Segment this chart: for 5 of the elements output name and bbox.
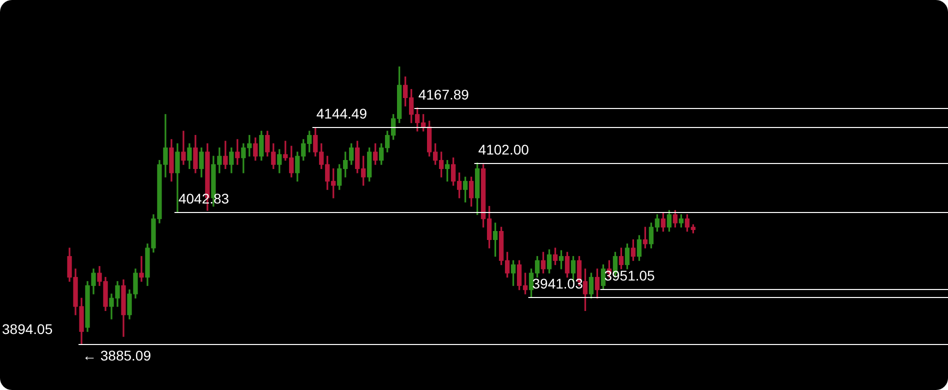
ref-line-label: ← 3885.09 (82, 348, 152, 364)
ref-line-label: 4167.89 (418, 86, 470, 102)
text: 3894.05 (2, 321, 53, 337)
ref-line-label: 4102.00 (478, 142, 530, 158)
ref-line-label: 4144.49 (316, 106, 368, 122)
